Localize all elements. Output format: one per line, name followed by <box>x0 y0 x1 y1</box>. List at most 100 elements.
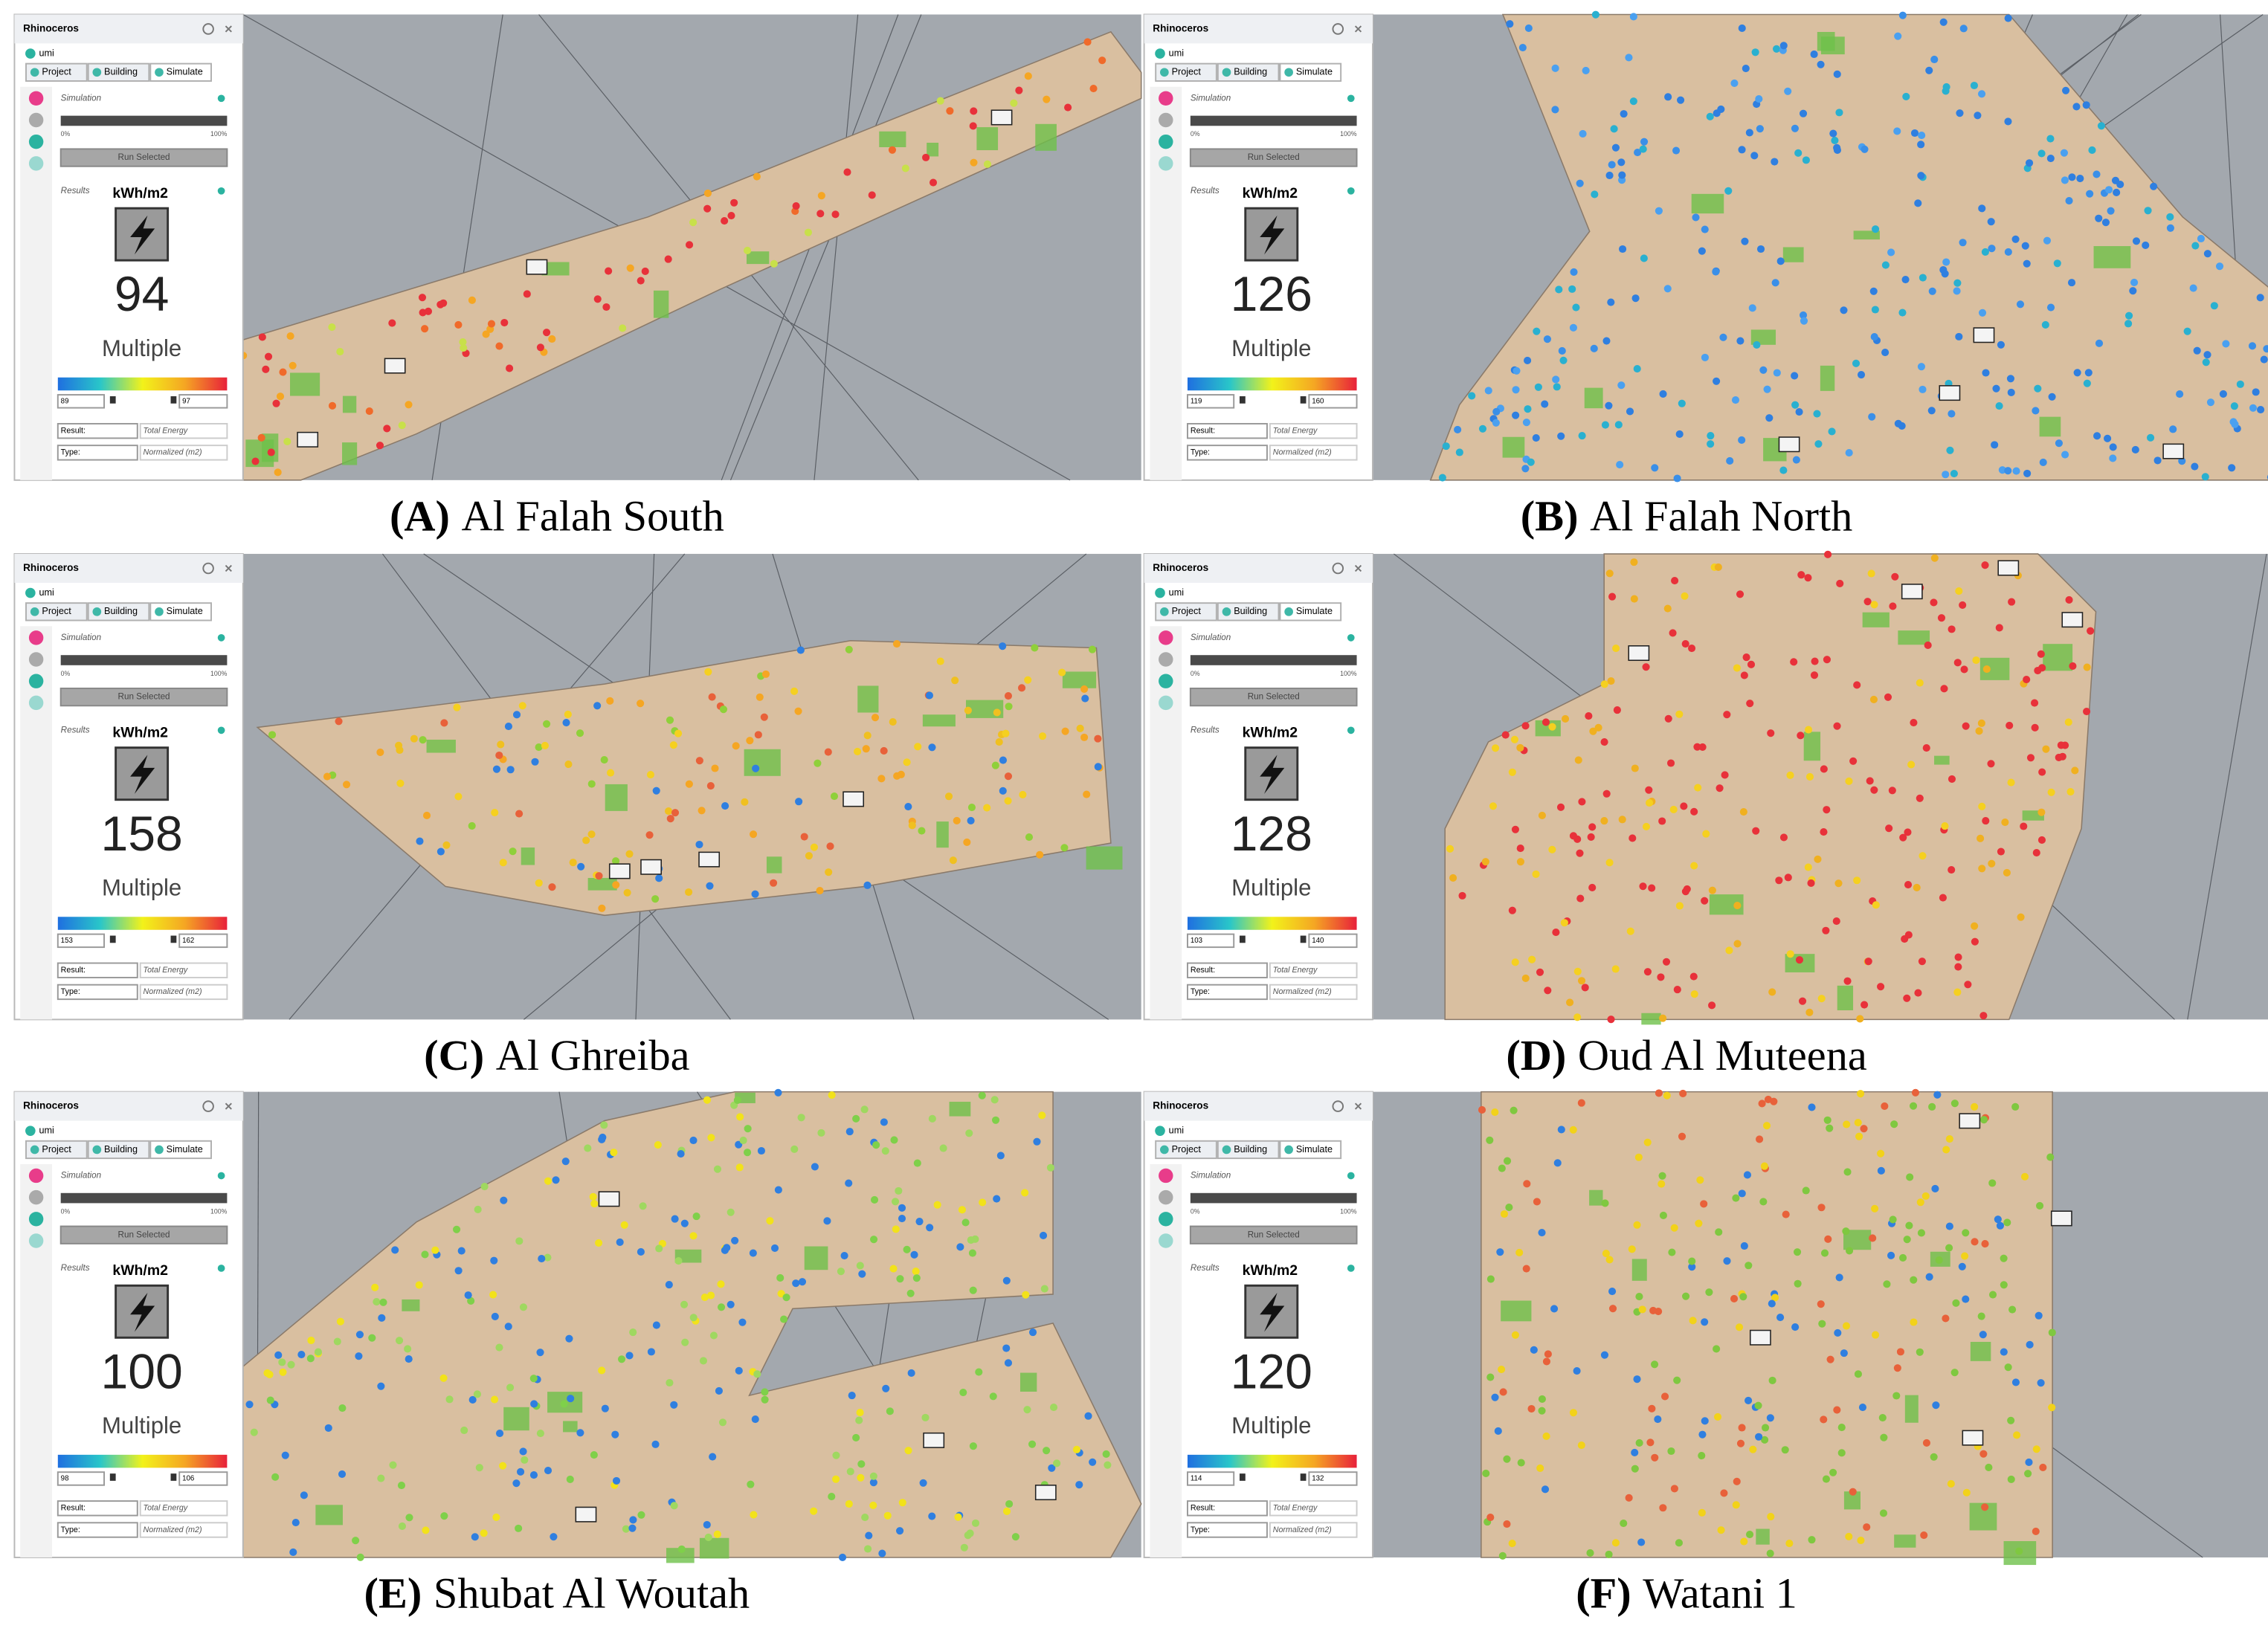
tool-icon[interactable] <box>1159 1168 1173 1184</box>
dropdown[interactable] <box>139 1500 228 1517</box>
tab-button[interactable] <box>149 62 212 82</box>
umi-tab[interactable]: umi <box>39 587 54 598</box>
tab-button[interactable] <box>1155 602 1217 621</box>
dropdown-value[interactable]: Total Energy <box>1273 966 1318 975</box>
close-icon[interactable] <box>1354 564 1362 572</box>
tool-icon[interactable] <box>28 1233 44 1248</box>
run-button[interactable] <box>59 687 228 707</box>
tool-icon[interactable] <box>28 1168 44 1184</box>
settings-icon[interactable] <box>1332 562 1344 575</box>
tab-label[interactable]: Simulate <box>1296 67 1333 77</box>
close-icon[interactable] <box>1354 25 1362 33</box>
run-button[interactable] <box>59 148 228 167</box>
tab-label[interactable]: Project <box>42 67 71 77</box>
max-box[interactable] <box>1308 933 1358 949</box>
tool-icon[interactable] <box>1159 695 1173 711</box>
tool-icon[interactable] <box>28 652 44 667</box>
dropdown[interactable] <box>1269 423 1358 439</box>
tool-icon[interactable] <box>1159 652 1173 667</box>
dropdown[interactable] <box>139 445 228 461</box>
close-icon[interactable] <box>1354 1102 1362 1110</box>
scale-max[interactable]: 106 <box>182 1475 194 1483</box>
dropdown[interactable] <box>139 1522 228 1538</box>
dropdown-value[interactable]: Total Energy <box>1273 427 1318 436</box>
tool-icon[interactable] <box>1159 112 1173 128</box>
scale-min[interactable]: 89 <box>61 397 69 405</box>
scale-min[interactable]: 114 <box>1191 1475 1202 1483</box>
scale-max[interactable]: 140 <box>1312 937 1324 945</box>
dropdown[interactable] <box>1269 1522 1358 1538</box>
tab-label[interactable]: Simulate <box>1296 606 1333 616</box>
dropdown[interactable] <box>1269 1500 1358 1517</box>
tab-button[interactable] <box>1279 1140 1342 1160</box>
umi-tab[interactable]: umi <box>1169 587 1184 598</box>
dropdown-value[interactable]: Total Energy <box>144 1504 188 1513</box>
tool-icon[interactable] <box>28 695 44 711</box>
tab-button[interactable] <box>87 1140 150 1160</box>
run-button-label[interactable]: Run Selected <box>1248 1230 1300 1239</box>
settings-icon[interactable] <box>202 1100 214 1112</box>
dropdown[interactable] <box>139 984 228 1001</box>
tab-label[interactable]: Simulate <box>1296 1144 1333 1155</box>
tab-label[interactable]: Building <box>104 1144 138 1155</box>
dropdown-value[interactable]: Normalized (m2) <box>144 987 202 996</box>
tab-button[interactable] <box>87 602 150 621</box>
run-button[interactable] <box>1189 687 1358 707</box>
settings-icon[interactable] <box>202 23 214 35</box>
scale-min[interactable]: 119 <box>1191 397 1202 405</box>
run-button-label[interactable]: Run Selected <box>118 692 170 702</box>
tab-label[interactable]: Building <box>104 67 138 77</box>
dropdown-value[interactable]: Normalized (m2) <box>144 448 202 457</box>
run-button-label[interactable]: Run Selected <box>1248 152 1300 162</box>
tab-label[interactable]: Project <box>1172 606 1202 616</box>
close-icon[interactable] <box>225 1102 232 1110</box>
tab-label[interactable]: Simulate <box>167 1144 203 1155</box>
tab-label[interactable]: Simulate <box>167 606 203 616</box>
min-box[interactable] <box>57 1471 106 1486</box>
tool-icon[interactable] <box>1159 1212 1173 1227</box>
tab-button[interactable] <box>25 602 88 621</box>
scale-max[interactable]: 97 <box>182 397 190 405</box>
tool-icon[interactable] <box>28 91 44 106</box>
tool-icon[interactable] <box>1159 134 1173 149</box>
umi-tab[interactable]: umi <box>39 48 54 58</box>
run-button-label[interactable]: Run Selected <box>1248 692 1300 702</box>
dropdown-value[interactable]: Normalized (m2) <box>1273 448 1332 457</box>
tab-button[interactable] <box>1279 602 1342 621</box>
tool-icon[interactable] <box>1159 630 1173 645</box>
settings-icon[interactable] <box>202 562 214 575</box>
tool-icon[interactable] <box>28 112 44 128</box>
max-box[interactable] <box>1308 1471 1358 1486</box>
run-button-label[interactable]: Run Selected <box>118 1230 170 1239</box>
max-box[interactable] <box>178 394 228 409</box>
umi-tab[interactable]: umi <box>1169 48 1184 58</box>
tab-label[interactable]: Simulate <box>167 67 203 77</box>
tab-button[interactable] <box>1217 1140 1280 1160</box>
scale-min[interactable]: 153 <box>61 937 73 945</box>
tool-icon[interactable] <box>28 156 44 171</box>
scale-max[interactable]: 160 <box>1312 397 1324 405</box>
scale-max[interactable]: 162 <box>182 937 194 945</box>
tool-icon[interactable] <box>28 1189 44 1205</box>
tab-button[interactable] <box>149 602 212 621</box>
dropdown[interactable] <box>139 423 228 439</box>
max-box[interactable] <box>178 933 228 949</box>
umi-tab[interactable]: umi <box>39 1125 54 1135</box>
tab-button[interactable] <box>1155 1140 1217 1160</box>
min-box[interactable] <box>1186 933 1235 949</box>
settings-icon[interactable] <box>1332 23 1344 35</box>
tab-button[interactable] <box>25 1140 88 1160</box>
tool-icon[interactable] <box>28 134 44 149</box>
tab-button[interactable] <box>87 62 150 82</box>
run-button[interactable] <box>1189 1225 1358 1244</box>
tool-icon[interactable] <box>28 674 44 688</box>
run-button-label[interactable]: Run Selected <box>118 152 170 162</box>
min-box[interactable] <box>57 394 106 409</box>
tab-button[interactable] <box>1155 62 1217 82</box>
dropdown[interactable] <box>1269 445 1358 461</box>
dropdown-value[interactable]: Normalized (m2) <box>1273 987 1332 996</box>
max-box[interactable] <box>1308 394 1358 409</box>
min-box[interactable] <box>1186 394 1235 409</box>
tab-label[interactable]: Project <box>1172 1144 1202 1155</box>
tool-icon[interactable] <box>1159 1233 1173 1248</box>
